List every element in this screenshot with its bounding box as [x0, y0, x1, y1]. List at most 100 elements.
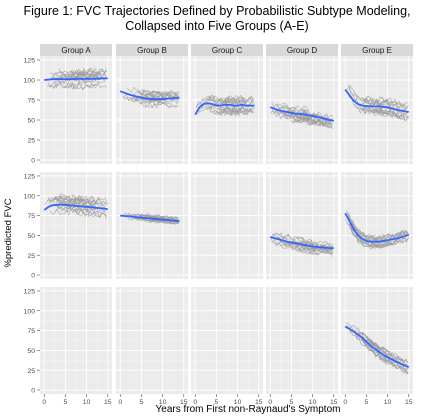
patient-trajectory: [282, 102, 294, 110]
patient-trajectory: [68, 203, 107, 213]
panel-group-b-row-1: [119, 86, 180, 109]
patient-trajectory: [47, 80, 74, 89]
y-tick-label: 75: [27, 328, 35, 335]
x-tick-label: 0: [42, 399, 46, 406]
facet-strip: [40, 44, 112, 56]
patient-trajectory: [366, 340, 407, 365]
patient-trajectory: [284, 112, 334, 126]
x-tick-label: 10: [159, 399, 167, 406]
smoothed-trend-line: [344, 89, 409, 113]
y-tick-label: 125: [24, 289, 36, 296]
patient-trajectory: [47, 196, 73, 204]
y-tick-label: 0: [31, 158, 35, 165]
patient-trajectory: [360, 231, 407, 241]
patient-trajectory: [76, 208, 107, 218]
x-tick-label: 0: [343, 399, 347, 406]
patient-trajectory: [364, 97, 374, 103]
patient-trajectory: [300, 105, 309, 111]
smoothed-trend-line: [269, 106, 334, 122]
y-tick-label: 75: [27, 98, 35, 105]
patient-trajectory: [348, 327, 394, 363]
patient-trajectory: [284, 112, 330, 127]
patient-trajectory: [196, 95, 254, 108]
patient-trajectory: [58, 200, 99, 211]
patient-trajectory: [78, 73, 107, 82]
patient-trajectory: [220, 97, 247, 106]
x-tick-label: 5: [290, 399, 294, 406]
facet-strip-label: Group C: [212, 46, 242, 55]
smoothed-trend-line: [344, 325, 410, 368]
facet-strip-label: Group E: [362, 46, 392, 55]
patient-trajectory: [122, 95, 138, 103]
panel-group-d-row-2: [269, 232, 335, 257]
patient-trajectory: [375, 107, 387, 114]
y-tick-label: 0: [31, 273, 35, 280]
smoothed-trend-line: [120, 214, 180, 222]
panel-group-b-row-2: [120, 212, 180, 225]
smoothed-trend-line: [344, 212, 410, 243]
patient-trajectory: [297, 116, 332, 127]
x-tick-label: 10: [309, 399, 317, 406]
x-tick-label: 0: [268, 399, 272, 406]
facet-strip: [116, 44, 188, 56]
patient-trajectory: [56, 70, 108, 79]
y-tick-label: 100: [24, 78, 36, 85]
facet-strip-label: Group D: [287, 46, 317, 55]
facet-strip: [341, 44, 413, 56]
patient-trajectory: [70, 68, 99, 76]
x-tick-label: 10: [234, 399, 242, 406]
patient-trajectory: [209, 101, 229, 112]
panel-group-d-row-1: [269, 101, 334, 130]
patient-trajectory: [362, 96, 408, 107]
y-axis-label: %predicted FVC: [3, 198, 14, 267]
y-tick-label: 25: [27, 138, 35, 145]
patient-trajectory: [70, 82, 97, 90]
patient-trajectory: [217, 107, 254, 115]
smoothed-trend-line: [44, 77, 108, 81]
patient-trajectory: [370, 237, 409, 248]
x-tick-label: 15: [330, 399, 338, 406]
panel-group-e-row-3: [344, 322, 410, 375]
x-tick-label: 5: [365, 399, 369, 406]
panel-group-a-row-2: [43, 193, 108, 220]
patient-trajectory: [196, 95, 246, 107]
patient-trajectory: [207, 94, 255, 104]
y-tick-label: 100: [24, 308, 36, 315]
x-tick-label: 15: [255, 399, 263, 406]
x-tick-label: 0: [193, 399, 197, 406]
y-tick-label: 75: [27, 213, 35, 220]
patient-trajectory: [295, 119, 328, 127]
patient-trajectory: [49, 81, 107, 90]
panel-group-a-row-1: [44, 67, 108, 91]
patient-trajectory: [141, 89, 174, 98]
smoothed-trend-line: [269, 236, 334, 249]
y-tick-label: 25: [27, 368, 35, 375]
patient-trajectory: [138, 213, 180, 220]
patient-trajectory: [378, 108, 409, 119]
x-tick-label: 10: [83, 399, 91, 406]
patient-trajectory: [369, 349, 408, 374]
facet-strip: [191, 44, 263, 56]
x-tick-label: 5: [64, 399, 68, 406]
patient-trajectory: [273, 232, 304, 240]
y-tick-label: 0: [31, 388, 35, 395]
patient-trajectory: [364, 233, 376, 238]
patient-trajectory: [127, 217, 148, 222]
patient-trajectory: [294, 246, 334, 256]
patient-trajectory: [368, 231, 408, 241]
x-tick-label: 5: [215, 399, 219, 406]
y-tick-label: 50: [27, 118, 35, 125]
patient-trajectory: [62, 197, 71, 201]
x-tick-label: 15: [180, 399, 188, 406]
panels-layer: Group A Group B Group C Group D Group E: [40, 44, 413, 394]
patient-trajectory: [49, 208, 108, 220]
patient-trajectory: [139, 101, 178, 109]
smoothed-trend-line: [119, 90, 180, 101]
patient-trajectory: [270, 236, 295, 247]
x-tick-label: 15: [405, 399, 413, 406]
panel-group-e-row-1: [344, 85, 409, 122]
smoothed-trend-line: [194, 102, 255, 115]
patient-trajectory: [364, 343, 409, 374]
x-axis-label: Years from First non-Raynaud's Symptom: [156, 404, 341, 415]
patient-trajectory: [358, 107, 406, 119]
